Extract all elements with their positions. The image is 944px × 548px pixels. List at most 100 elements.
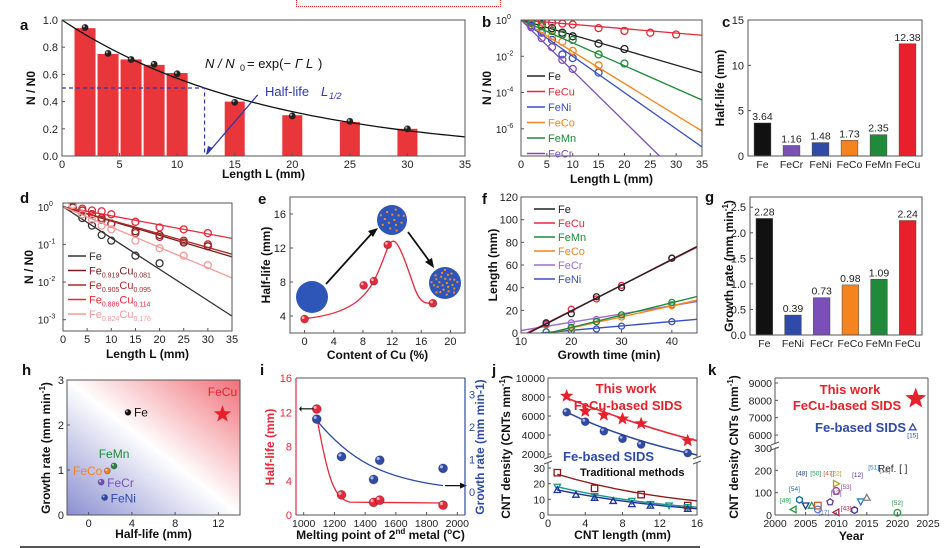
axis-break bbox=[693, 458, 701, 463]
data-point-ref bbox=[856, 498, 866, 507]
x-tick-label: 4 bbox=[331, 336, 337, 348]
data-point-Fe0.824Cu0.176 bbox=[78, 210, 87, 219]
y-axis-label-sup: -1 bbox=[38, 386, 47, 394]
cu-atom bbox=[444, 277, 447, 280]
half-life-symbol: L bbox=[321, 84, 328, 99]
data-point-FeMn bbox=[592, 318, 601, 326]
data-point bbox=[369, 276, 379, 286]
data-point-FeMn bbox=[558, 30, 567, 39]
y-axis-label: N / N0 bbox=[480, 71, 494, 105]
data-point-highlight bbox=[563, 409, 567, 413]
x-tick-label: 5 bbox=[117, 159, 123, 171]
data-point bbox=[590, 484, 599, 493]
data-point-FeCo bbox=[617, 313, 626, 321]
y-tick-exponent: 0 bbox=[507, 14, 511, 21]
cu-atom bbox=[386, 211, 389, 214]
data-point-FeCu bbox=[568, 20, 577, 29]
x-tick-label: 5 bbox=[84, 334, 90, 346]
y-axis-label: Half-life (mm) bbox=[713, 50, 727, 127]
x-axis-label: Growth time (min) bbox=[558, 348, 661, 362]
y-tick-exponent: 0 bbox=[49, 201, 53, 208]
x-tick-label: FeNi bbox=[782, 338, 804, 350]
data-point-FeCr bbox=[568, 64, 577, 74]
data-point-highlight bbox=[638, 441, 642, 445]
legend-text: 0.886 bbox=[102, 302, 120, 309]
data-point bbox=[559, 389, 574, 402]
data-point bbox=[597, 408, 611, 421]
ref-label: [50] bbox=[810, 471, 821, 478]
x-tick-label: FeCr bbox=[780, 159, 804, 171]
y-axis-label-text: Growth rate (mm min bbox=[722, 211, 736, 332]
data-point bbox=[173, 70, 181, 78]
data-point-FeCu bbox=[547, 20, 557, 27]
bar-Fe bbox=[755, 218, 773, 336]
equation-sub: 0 bbox=[240, 63, 245, 73]
x-tick-label: 1600 bbox=[384, 518, 408, 530]
break-mark bbox=[543, 455, 553, 460]
y-tick-label: 8000 bbox=[522, 392, 546, 404]
ref-label: [43] bbox=[841, 505, 852, 512]
annotation-fecu: FeCu-based SIDS bbox=[574, 398, 683, 413]
data-point-Fe bbox=[542, 319, 550, 327]
data-point bbox=[683, 504, 692, 512]
data-point bbox=[646, 501, 655, 509]
y-tick-label: 10 bbox=[496, 52, 508, 63]
y-right-tick-label: 1 bbox=[469, 455, 475, 467]
annotation-ref: Ref. [ ] bbox=[878, 464, 908, 475]
y-tick-label: 10 bbox=[38, 203, 50, 214]
y-axis-label: Half-life (mm) bbox=[259, 227, 273, 304]
series-group bbox=[63, 203, 232, 317]
bar-Fe bbox=[753, 122, 772, 157]
y-tick-label: 20 bbox=[506, 305, 518, 317]
y-tick-label: 12 bbox=[274, 243, 286, 255]
y-tick-label: 0.6 bbox=[43, 69, 58, 81]
data-point-Fe bbox=[547, 24, 557, 33]
cu-atom bbox=[441, 284, 444, 287]
cu-atom bbox=[435, 291, 438, 294]
data-point-FeCu bbox=[594, 24, 603, 33]
legend-text: 0.905 bbox=[102, 287, 120, 294]
data-point-Fe0.886Cu0.114 bbox=[107, 210, 116, 219]
series-line-Fe bbox=[528, 245, 697, 333]
data-point-ref bbox=[832, 479, 841, 489]
particle-sphere bbox=[429, 267, 461, 299]
legend-text: Fe bbox=[89, 309, 102, 321]
data-point-FeCo bbox=[594, 61, 603, 70]
data-point-Fe bbox=[124, 408, 132, 416]
data-point-Fe0.824Cu0.176 bbox=[155, 244, 164, 253]
data-point-Fe0.905Cu0.095 bbox=[87, 210, 97, 219]
x-tick-label: 20 bbox=[444, 336, 456, 348]
y-tick-label: 15 bbox=[732, 15, 744, 27]
x-tick-label: 1800 bbox=[415, 518, 439, 530]
ref-label: [53] bbox=[841, 484, 852, 491]
x-tick-label: 16 bbox=[691, 518, 703, 530]
x-tick-label: FeMn bbox=[866, 338, 893, 350]
data-point-FeCu bbox=[671, 30, 681, 39]
data-point-highlight bbox=[151, 61, 155, 65]
y-tick-label: 0.0 bbox=[731, 330, 746, 342]
y-tick-label: 0 bbox=[738, 151, 744, 163]
data-point bbox=[580, 417, 590, 427]
equation-rhs: = exp(− bbox=[247, 56, 291, 71]
half-life-label: Half-life bbox=[265, 84, 309, 99]
panel-label-j: j bbox=[491, 362, 496, 379]
data-point-half-life-highlight bbox=[370, 499, 374, 503]
x-tick-label: 12 bbox=[212, 518, 224, 530]
data-point-FeCu bbox=[213, 405, 232, 422]
ref-label: [15] bbox=[907, 432, 918, 439]
y-axis-label-close: ) bbox=[727, 375, 741, 379]
x-tick-label: 30 bbox=[670, 159, 682, 171]
bar bbox=[339, 122, 360, 156]
data-point-FeCr bbox=[547, 43, 557, 52]
legend-label: Fe0.905Cu0.095 bbox=[89, 280, 151, 294]
data-point-growth-rate bbox=[374, 455, 385, 466]
y-tick-label: 16 bbox=[280, 373, 292, 385]
y-tick-label: 6000 bbox=[522, 411, 546, 423]
cu-atom bbox=[433, 284, 436, 287]
y-tick-label: 16 bbox=[274, 209, 286, 221]
x-tick-label: FeMn bbox=[865, 159, 892, 171]
cu-atom bbox=[443, 269, 446, 272]
data-point bbox=[553, 485, 562, 494]
x-axis-label-part: o bbox=[447, 527, 452, 536]
half-life-guide bbox=[62, 87, 206, 156]
